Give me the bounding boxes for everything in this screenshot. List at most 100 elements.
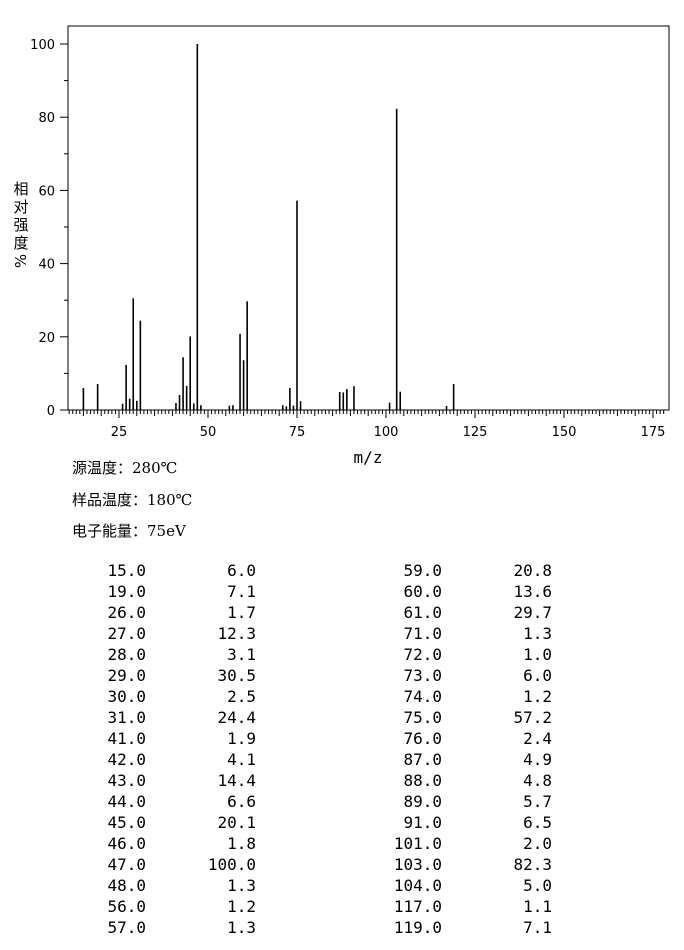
table-row: 26.0 1.7 61.0 29.7 [0, 603, 684, 624]
x-tick-label: 25 [111, 425, 128, 440]
abundance-cell: 1.3 [523, 624, 552, 643]
abundance-cell: 1.0 [523, 645, 552, 664]
y-tick-label: 20 [38, 331, 55, 346]
abundance-cell: 6.0 [227, 561, 256, 580]
abundance-cell: 4.1 [227, 750, 256, 769]
mz-cell: 56.0 [107, 897, 146, 916]
x-minor-ticks [68, 410, 665, 418]
mz-cell: 76.0 [403, 729, 442, 748]
table-row: 29.0 30.5 73.0 6.0 [0, 666, 684, 687]
abundance-cell: 20.8 [513, 561, 552, 580]
mz-cell: 119.0 [393, 918, 442, 937]
mz-cell: 26.0 [107, 603, 146, 622]
abundance-cell: 6.6 [227, 792, 256, 811]
mz-cell: 88.0 [403, 771, 442, 790]
plot-frame [67, 25, 670, 411]
abundance-cell: 1.8 [227, 834, 256, 853]
mz-cell: 74.0 [403, 687, 442, 706]
table-row: 42.0 4.1 87.0 4.9 [0, 750, 684, 771]
abundance-cell: 1.3 [227, 876, 256, 895]
x-axis-ticks: 25 50 75 100 125 150 175 [111, 425, 666, 440]
sample-temperature: 样品温度：180℃ [72, 491, 193, 509]
x-tick-label: 175 [641, 425, 666, 440]
mz-cell: 87.0 [403, 750, 442, 769]
abundance-cell: 14.4 [217, 771, 256, 790]
mass-spectrum-chart: 0 20 40 60 80 100 25 50 75 100 125 150 175 m/z 相对强度… [12, 25, 670, 467]
abundance-cell: 6.0 [523, 666, 552, 685]
mz-cell: 59.0 [403, 561, 442, 580]
table-row: 44.0 6.6 89.0 5.7 [0, 792, 684, 813]
mz-cell: 15.0 [107, 561, 146, 580]
table-row: 46.0 1.8 101.0 2.0 [0, 834, 684, 855]
y-axis-label-char: 对 [13, 198, 28, 216]
mz-cell: 117.0 [393, 897, 442, 916]
y-axis-label-char: 强 [13, 216, 28, 234]
abundance-cell: 1.3 [227, 918, 256, 937]
mz-cell: 44.0 [107, 792, 146, 811]
x-tick-label: 50 [200, 425, 217, 440]
mz-cell: 57.0 [107, 918, 146, 937]
abundance-cell: 1.7 [227, 603, 256, 622]
abundance-cell: 100.0 [207, 855, 256, 874]
mz-cell: 101.0 [393, 834, 442, 853]
abundance-cell: 7.1 [523, 918, 552, 937]
x-axis-label: m/z [354, 448, 383, 467]
mz-cell: 91.0 [403, 813, 442, 832]
x-tick-label: 150 [552, 425, 577, 440]
x-tick-label: 75 [289, 425, 306, 440]
abundance-cell: 7.1 [227, 582, 256, 601]
mz-cell: 89.0 [403, 792, 442, 811]
table-row: 31.0 24.4 75.0 57.2 [0, 708, 684, 729]
table-row: 43.0 14.4 88.0 4.8 [0, 771, 684, 792]
mz-cell: 48.0 [107, 876, 146, 895]
mz-cell: 27.0 [107, 624, 146, 643]
abundance-cell: 1.1 [523, 897, 552, 916]
y-axis-label-char: 度 [13, 234, 28, 252]
mz-cell: 46.0 [107, 834, 146, 853]
mz-cell: 41.0 [107, 729, 146, 748]
mz-cell: 104.0 [393, 876, 442, 895]
y-tick-label: 0 [47, 404, 55, 419]
mz-cell: 43.0 [107, 771, 146, 790]
mz-cell: 103.0 [393, 855, 442, 874]
table-row: 47.0 100.0 103.0 82.3 [0, 855, 684, 876]
abundance-cell: 4.9 [523, 750, 552, 769]
abundance-cell: 82.3 [513, 855, 552, 874]
mz-cell: 71.0 [403, 624, 442, 643]
table-row: 57.0 1.3 119.0 7.1 [0, 918, 684, 939]
abundance-cell: 29.7 [513, 603, 552, 622]
abundance-cell: 5.0 [523, 876, 552, 895]
y-tick-label: 100 [30, 38, 55, 53]
x-tick-label: 125 [463, 425, 488, 440]
mz-cell: 60.0 [403, 582, 442, 601]
abundance-cell: 20.1 [217, 813, 256, 832]
mz-cell: 42.0 [107, 750, 146, 769]
abundance-cell: 1.2 [523, 687, 552, 706]
mz-cell: 28.0 [107, 645, 146, 664]
abundance-cell: 2.4 [523, 729, 552, 748]
abundance-cell: 24.4 [217, 708, 256, 727]
table-row: 56.0 1.2 117.0 1.1 [0, 897, 684, 918]
spectrum-peaks [82, 44, 455, 410]
y-tick-label: 40 [38, 258, 55, 273]
abundance-cell: 3.1 [227, 645, 256, 664]
table-row: 30.0 2.5 74.0 1.2 [0, 687, 684, 708]
abundance-cell: 6.5 [523, 813, 552, 832]
mz-cell: 31.0 [107, 708, 146, 727]
y-axis-label-char: % [12, 254, 30, 268]
mz-cell: 19.0 [107, 582, 146, 601]
abundance-cell: 30.5 [217, 666, 256, 685]
table-row: 48.0 1.3 104.0 5.0 [0, 876, 684, 897]
table-row: 27.0 12.3 71.0 1.3 [0, 624, 684, 645]
abundance-cell: 2.5 [227, 687, 256, 706]
table-row: 41.0 1.9 76.0 2.4 [0, 729, 684, 750]
mz-cell: 29.0 [107, 666, 146, 685]
y-tick-label: 80 [38, 111, 55, 126]
abundance-cell: 4.8 [523, 771, 552, 790]
mz-cell: 75.0 [403, 708, 442, 727]
x-tick-label: 100 [374, 425, 399, 440]
source-temperature: 源温度：280℃ [72, 459, 178, 477]
y-axis-ticks: 0 20 40 60 80 100 [30, 38, 68, 419]
y-axis-label-char: 相 [13, 180, 28, 198]
